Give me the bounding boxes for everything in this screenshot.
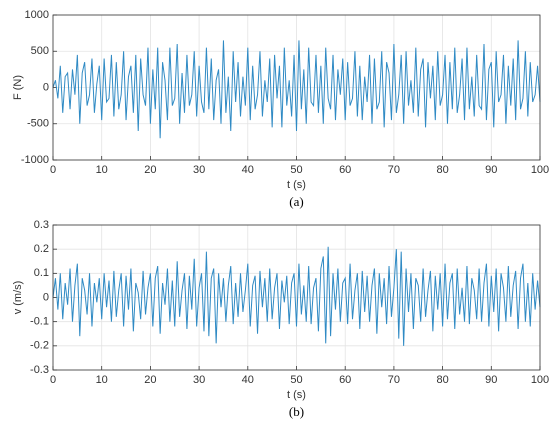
y-tick-label: 0.3 xyxy=(34,219,49,231)
x-tick-label: 30 xyxy=(193,164,205,176)
x-tick-label: 50 xyxy=(290,164,302,176)
x-tick-label: 80 xyxy=(436,374,448,386)
x-tick-label: 70 xyxy=(388,164,400,176)
y-tick-label: 0 xyxy=(43,291,49,303)
x-tick-label: 40 xyxy=(242,164,254,176)
y-tick-label: 1000 xyxy=(25,9,49,21)
y-tick-label: 500 xyxy=(31,45,49,57)
x-tick-label: 0 xyxy=(50,164,56,176)
plot-frame xyxy=(52,14,541,161)
y-axis-label: F (N) xyxy=(12,75,24,100)
x-tick-label: 30 xyxy=(193,374,205,386)
y-tick-label: -1000 xyxy=(21,154,49,166)
y-tick-label: -0.2 xyxy=(30,340,49,352)
x-tick-label: 50 xyxy=(290,374,302,386)
caption: (a) xyxy=(289,194,303,209)
data-line xyxy=(52,40,541,139)
x-axis-label: t (s) xyxy=(287,179,306,191)
x-axis-label: t (s) xyxy=(287,389,306,401)
x-tick-label: 0 xyxy=(50,374,56,386)
y-axis-label: v (m/s) xyxy=(12,281,24,315)
plot-frame xyxy=(52,224,541,371)
x-tick-label: 10 xyxy=(96,374,108,386)
caption: (b) xyxy=(289,404,304,419)
y-tick-label: -500 xyxy=(27,118,49,130)
x-tick-label: 20 xyxy=(144,374,156,386)
y-tick-label: 0 xyxy=(43,81,49,93)
x-tick-label: 90 xyxy=(485,164,497,176)
y-tick-label: -0.1 xyxy=(30,316,49,328)
x-tick-label: 100 xyxy=(531,374,549,386)
x-tick-label: 40 xyxy=(242,374,254,386)
x-tick-label: 70 xyxy=(388,374,400,386)
y-tick-label: -0.3 xyxy=(30,364,49,376)
x-tick-label: 100 xyxy=(531,164,549,176)
y-tick-label: 0.2 xyxy=(34,243,49,255)
y-tick-label: 0.1 xyxy=(34,267,49,279)
x-tick-label: 80 xyxy=(436,164,448,176)
x-tick-label: 20 xyxy=(144,164,156,176)
x-tick-label: 90 xyxy=(485,374,497,386)
x-tick-label: 10 xyxy=(96,164,108,176)
data-line xyxy=(52,246,541,346)
x-tick-label: 60 xyxy=(339,164,351,176)
x-tick-label: 60 xyxy=(339,374,351,386)
